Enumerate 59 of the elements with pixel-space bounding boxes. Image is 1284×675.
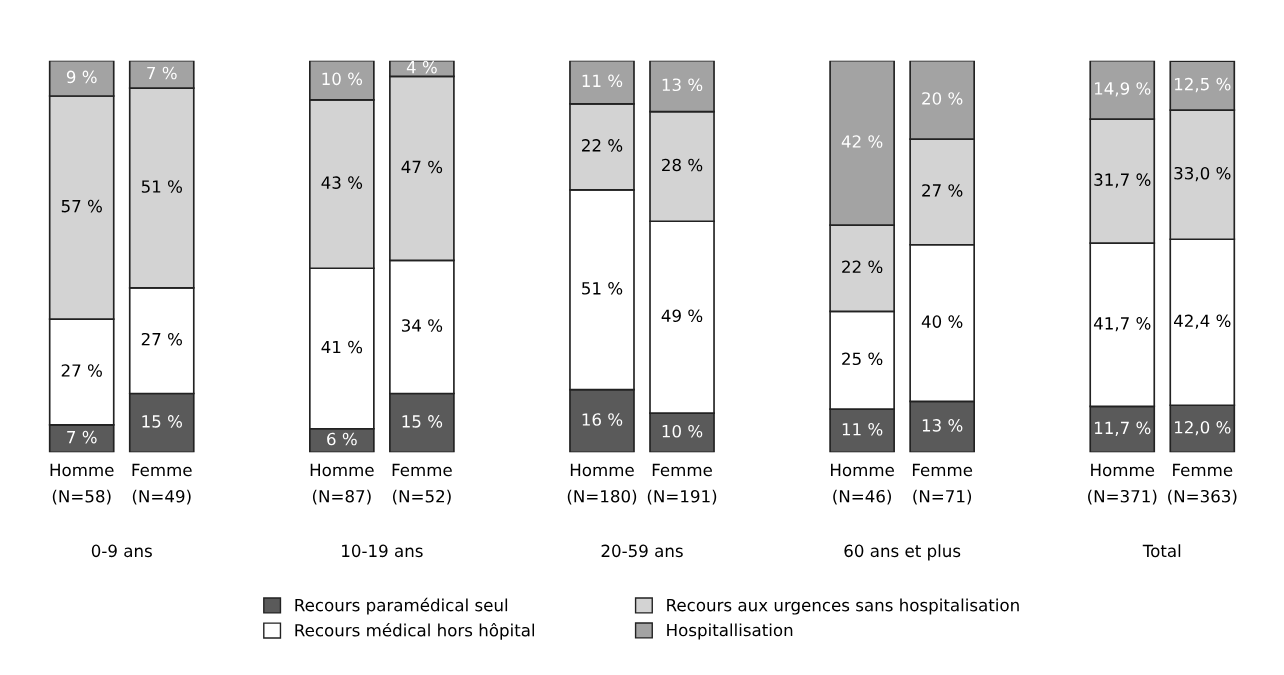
data-label: 10 %	[322, 72, 363, 86]
data-label: 9 %	[66, 70, 97, 84]
x-tick-label: Femme (N=52)	[392, 463, 452, 505]
data-label: 11,7 %	[1094, 421, 1151, 436]
data-label: 41 %	[321, 340, 363, 354]
data-label: 57 %	[61, 199, 102, 213]
data-label: 34 %	[401, 319, 443, 332]
legend-label: Recours paramédical seul	[295, 597, 508, 615]
x-tick-label: Homme (N=46)	[831, 463, 894, 505]
data-label: 51 %	[141, 180, 182, 193]
legend-label: Recours médical hors hôpital	[295, 622, 535, 640]
data-label: 13 %	[662, 78, 703, 92]
x-tick-label: Homme (N=58)	[50, 463, 114, 505]
data-label: 20 %	[922, 92, 963, 105]
data-label: 33,0 %	[1174, 166, 1231, 182]
data-label: 22 %	[582, 139, 623, 152]
text: 10-19 ans	[342, 544, 423, 558]
data-label: 16 %	[582, 413, 623, 426]
data-label: 43 %	[321, 176, 363, 189]
x-tick-label: Homme (N=87)	[310, 463, 374, 505]
data-label: 49 %	[661, 309, 703, 323]
x-tick-label: Femme (N=191)	[647, 463, 717, 505]
text: Total	[1142, 544, 1181, 558]
data-label: 15 %	[142, 415, 182, 428]
data-label: 27 %	[141, 332, 182, 346]
text: 20-59 ans	[601, 544, 683, 558]
data-label: 31,7 %	[1094, 173, 1151, 188]
data-label: 27 %	[922, 184, 963, 197]
data-label: 7 %	[67, 430, 97, 444]
x-tick-label: Femme (N=49)	[132, 463, 192, 505]
x-tick-label: Femme (N=71)	[912, 463, 973, 505]
data-label: 10 %	[662, 424, 703, 438]
data-label: 22 %	[842, 260, 883, 274]
data-label: 47 %	[401, 160, 443, 174]
data-label: 11 %	[842, 422, 883, 436]
data-label: 11 %	[582, 74, 623, 88]
data-label: 25 %	[842, 352, 883, 366]
data-label: 28 %	[662, 158, 703, 172]
x-tick-label: Homme (N=371)	[1088, 463, 1157, 505]
data-label: 27 %	[61, 364, 102, 377]
text: 0-9 ans	[91, 544, 152, 558]
data-label: 6 %	[327, 432, 357, 446]
data-label: 15 %	[402, 415, 443, 428]
data-label: 13 %	[922, 419, 963, 432]
data-label: 40 %	[921, 315, 963, 328]
data-label: 42 %	[841, 135, 883, 148]
data-label: 51 %	[582, 282, 623, 295]
data-label: 14,9 %	[1094, 82, 1151, 97]
x-tick-label: Homme (N=180)	[567, 463, 637, 505]
data-label: 7 %	[147, 66, 177, 80]
data-label: 4 %	[406, 60, 437, 74]
data-label: 12,0 %	[1175, 420, 1231, 436]
data-label: 41,7 %	[1093, 317, 1151, 332]
data-label: 42,4 %	[1173, 314, 1231, 329]
legend-label: Hospitallisation	[667, 623, 793, 640]
legend-label: Recours aux urgences sans hospitalisation	[667, 598, 1019, 615]
x-tick-label: Femme (N=363)	[1168, 463, 1237, 505]
data-label: 12,5 %	[1175, 77, 1231, 93]
text: 60 ans et plus	[844, 544, 961, 561]
